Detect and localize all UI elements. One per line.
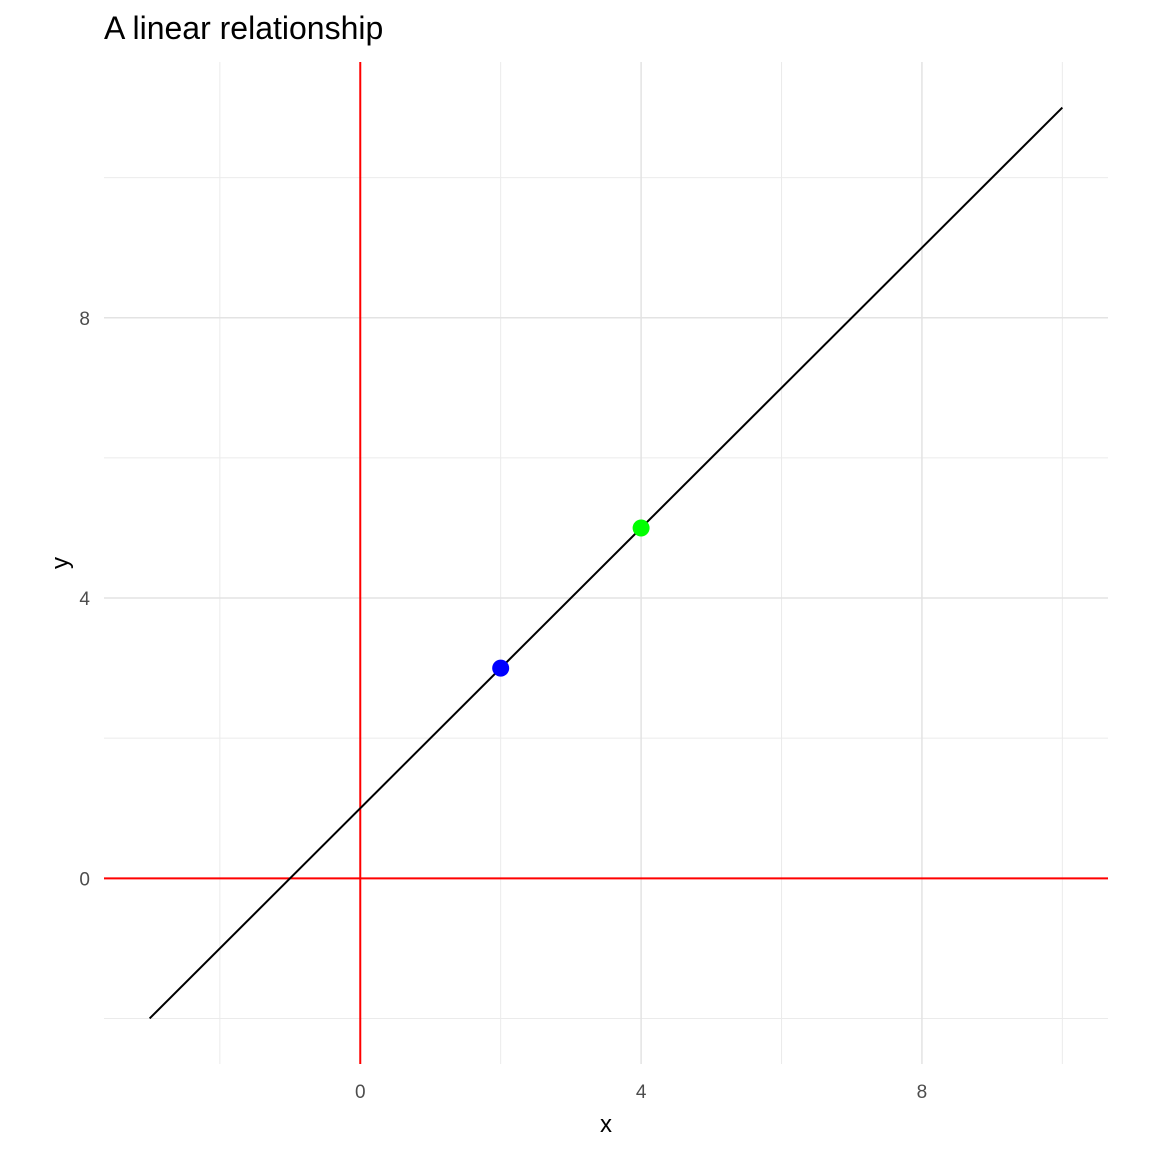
series-line <box>148 106 1064 1020</box>
x-tick-label: 0 <box>355 1082 366 1103</box>
x-axis-title: x <box>600 1111 612 1138</box>
y-axis-title: y <box>47 557 74 569</box>
x-tick-label: 8 <box>917 1082 928 1103</box>
data-point <box>632 519 650 537</box>
y-tick-label: 4 <box>79 589 90 610</box>
y-tick-label: 8 <box>79 309 90 330</box>
chart-title: A linear relationship <box>104 10 384 46</box>
y-tick-label: 0 <box>79 869 90 890</box>
data-point <box>492 659 510 677</box>
x-tick-label: 4 <box>636 1082 647 1103</box>
